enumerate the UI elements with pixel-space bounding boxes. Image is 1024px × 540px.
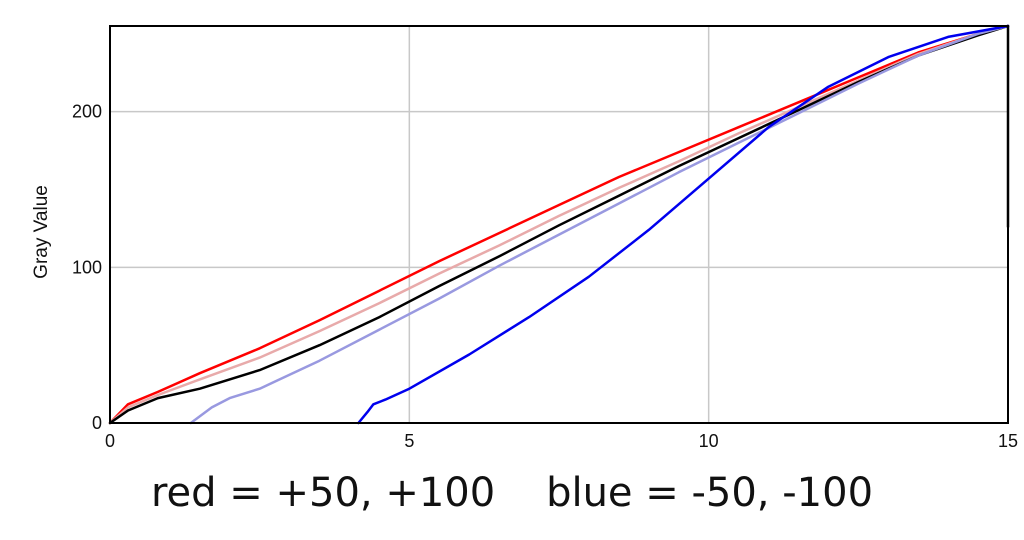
gray-value-plot: 0 5 10 15 0 100 200 Gray Value (31, 24, 1018, 451)
series-line-1 (108, 24, 1010, 425)
y-tick-label: 0 (92, 413, 102, 433)
x-tick-label: 10 (699, 431, 719, 451)
plot-frame (109, 25, 1009, 424)
y-tick-label: 100 (72, 257, 102, 277)
x-tick-label: 15 (998, 431, 1018, 451)
y-axis-title: Gray Value (31, 185, 52, 279)
x-tick-label: 0 (105, 431, 115, 451)
grid-lines (110, 26, 1008, 423)
series-line-4 (189, 24, 1010, 425)
tick-labels: 0 5 10 15 0 100 200 (72, 102, 1018, 451)
x-tick-label: 5 (404, 431, 414, 451)
y-tick-label: 200 (72, 102, 102, 122)
series-line-5 (357, 24, 1010, 425)
chart-caption: red = +50, +100 blue = -50, -100 (150, 470, 874, 516)
series-line-2 (108, 24, 1010, 425)
